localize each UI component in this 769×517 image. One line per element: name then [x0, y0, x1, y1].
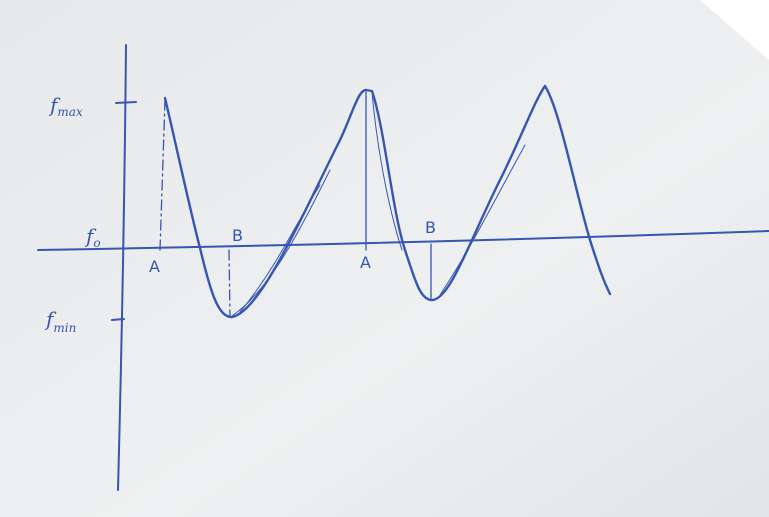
- sketch: fmax fo fmin A B A B: [0, 0, 769, 517]
- point-label: B: [232, 226, 243, 245]
- point-label: A: [149, 257, 160, 276]
- label-sub: o: [93, 236, 100, 250]
- page: {"axis_labels": {"max": {"base": "f", "s…: [0, 0, 769, 517]
- tick-min: [112, 319, 124, 320]
- point-label: B: [425, 218, 436, 237]
- label-sub: min: [53, 321, 76, 335]
- point-label: A: [360, 253, 371, 272]
- label-sub: max: [57, 105, 83, 119]
- tick-max: [116, 102, 136, 103]
- paper: [0, 0, 769, 517]
